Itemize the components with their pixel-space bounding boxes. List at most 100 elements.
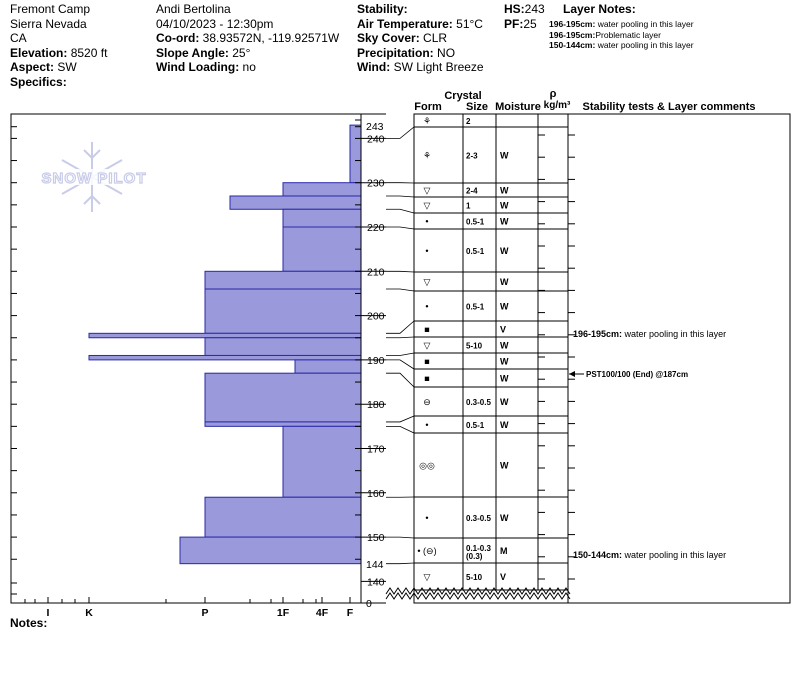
stability-row: Stability: [357, 2, 484, 17]
height-tick-label: 170 [367, 444, 385, 456]
moisture-value: W [500, 186, 509, 196]
grain-size: 0.5-1 [466, 421, 485, 430]
air-temp-row: Air Temperature: 51°C [357, 17, 484, 32]
moisture-value: W [500, 357, 509, 367]
aspect-row: Aspect: SW [10, 60, 107, 75]
grain-form-symbol: ⊖ [423, 397, 431, 407]
pf-label: PF: [504, 16, 524, 31]
pf-row: PF:25 [504, 17, 545, 32]
grain-form-symbol: • [425, 420, 428, 430]
grain-form-symbol: • (⊖) [417, 546, 436, 556]
grain-form-symbol: ■ [424, 357, 429, 367]
layer-connector [386, 226, 415, 230]
layer-table: ⚘ 2 ⚘ 2-3 W ▽ 2-4 W ▽ 1 W • 0.5-1 W • 0.5-1 W ▽ W • 0.5-1 W ■ V… [385, 113, 791, 604]
air-temp-label: Air Temperature: [357, 16, 453, 31]
wind-loading-row: Wind Loading: no [156, 60, 339, 75]
layer-connector [386, 126, 415, 139]
sky-label: Sky Cover: [357, 31, 420, 46]
height-tick-label: 220 [367, 222, 385, 234]
layer-connector [386, 415, 415, 423]
layer-notes-list: 196-195cm: water pooling in this layer 1… [549, 19, 694, 51]
grain-form-symbol: ▽ [424, 186, 431, 196]
hs-pf-block: HS:243 PF:25 [504, 2, 545, 31]
size-header: Size [466, 101, 488, 113]
comments-border [567, 113, 791, 604]
location-block: Fremont Camp Sierra Nevada CA Elevation:… [10, 2, 107, 90]
air-temp-value: 51°C [456, 16, 483, 31]
specifics-row: Specifics: [10, 75, 107, 90]
hardness-bar [88, 354, 362, 361]
grain-form-symbol: ⚘ [423, 151, 431, 161]
grain-form-symbol: • [425, 513, 428, 523]
layer-connectors [386, 126, 415, 565]
layer-comment: 150-144cm: water pooling in this layer [573, 550, 726, 560]
moisture-value: M [500, 546, 508, 556]
hs-label: HS: [504, 2, 525, 16]
hardness-tick-label: F [347, 607, 354, 619]
coord-label: Co-ord: [156, 31, 200, 46]
axis-break-zigzag [385, 592, 571, 600]
notes-label: Notes: [10, 616, 48, 630]
form-header: Form [414, 101, 442, 113]
rho-header: ρ [550, 88, 557, 100]
layer-note-range: 196-195cm: [549, 19, 596, 29]
hardness-bar [282, 208, 362, 228]
specifics-label: Specifics: [10, 74, 67, 89]
hardness-tick-label: 1F [277, 607, 290, 619]
layer-note-text: water pooling in this layer [597, 19, 694, 29]
layer-connector [386, 372, 415, 388]
grain-size: (0.3) [466, 552, 483, 561]
moisture-value: W [500, 151, 509, 161]
precip-row: Precipitation: NO [357, 46, 484, 61]
grain-form-symbol: ▽ [424, 201, 431, 211]
layer-table-border [413, 113, 569, 604]
moisture-value: W [500, 246, 509, 256]
layer-connector [386, 536, 415, 539]
observer-name: Andi Bertolina [156, 2, 231, 16]
hardness-bar [282, 226, 362, 272]
hs-value: 243 [524, 2, 545, 16]
observer-block: Andi Bertolina 04/10/2023 - 12:30pm Co-o… [156, 2, 339, 75]
logo-text: SNOW PILOT [42, 170, 147, 187]
layer-note-1: 196-195cm: water pooling in this layer [549, 19, 694, 30]
moisture-value: W [500, 341, 509, 351]
grain-form-symbol: ⚘ [423, 116, 431, 126]
layer-note-text: water pooling in this layer [597, 40, 694, 50]
aspect-label: Aspect: [10, 60, 55, 75]
moisture-value: V [500, 572, 506, 582]
hardness-bar [229, 195, 362, 210]
layer-comment-text: water pooling in this layer [622, 550, 726, 560]
grain-size: 0.5-1 [466, 247, 485, 256]
grain-form-symbol: • [425, 246, 428, 256]
grain-form-symbol: ▽ [424, 341, 431, 351]
hardness-bar [282, 425, 362, 498]
layer-connector [386, 359, 415, 370]
layer-comments: 196-195cm: water pooling in this layer PS… [569, 329, 726, 560]
height-tick-label: 190 [367, 355, 385, 367]
layer-comment-range: 150-144cm: [573, 550, 622, 560]
moisture-value: W [500, 302, 509, 312]
grain-form-symbol: ▽ [424, 277, 431, 287]
mountain-range: Sierra Nevada [10, 16, 87, 31]
moisture-value: W [500, 217, 509, 227]
layer-note-3: 150-144cm: water pooling in this layer [549, 40, 694, 51]
grain-form-symbol: ◎◎ [419, 461, 435, 471]
layer-notes: Layer Notes: [563, 2, 636, 17]
moisture-value: V [500, 325, 506, 335]
height-tick-label: 144 [366, 559, 384, 571]
layer-note-2: 196-195cm:Problematic layer [549, 30, 694, 41]
axis-break-zigzag [385, 587, 571, 595]
layer-connector [386, 336, 415, 339]
grain-form-symbol: ▽ [424, 572, 431, 582]
moisture-value: W [500, 374, 509, 384]
stability-test-arrowhead [569, 371, 575, 377]
hardness-tick-label: K [85, 607, 93, 619]
snowpilot-logo: SNOW PILOT [33, 142, 155, 212]
moisture-value: W [500, 277, 509, 287]
layer-notes-title: Layer Notes: [563, 2, 636, 16]
grain-size: 1 [466, 202, 471, 211]
hardness-bar [204, 372, 362, 423]
hardness-tick-label: P [201, 607, 208, 619]
hardness-tick-label: 4F [316, 607, 329, 619]
hardness-bar [204, 270, 362, 290]
